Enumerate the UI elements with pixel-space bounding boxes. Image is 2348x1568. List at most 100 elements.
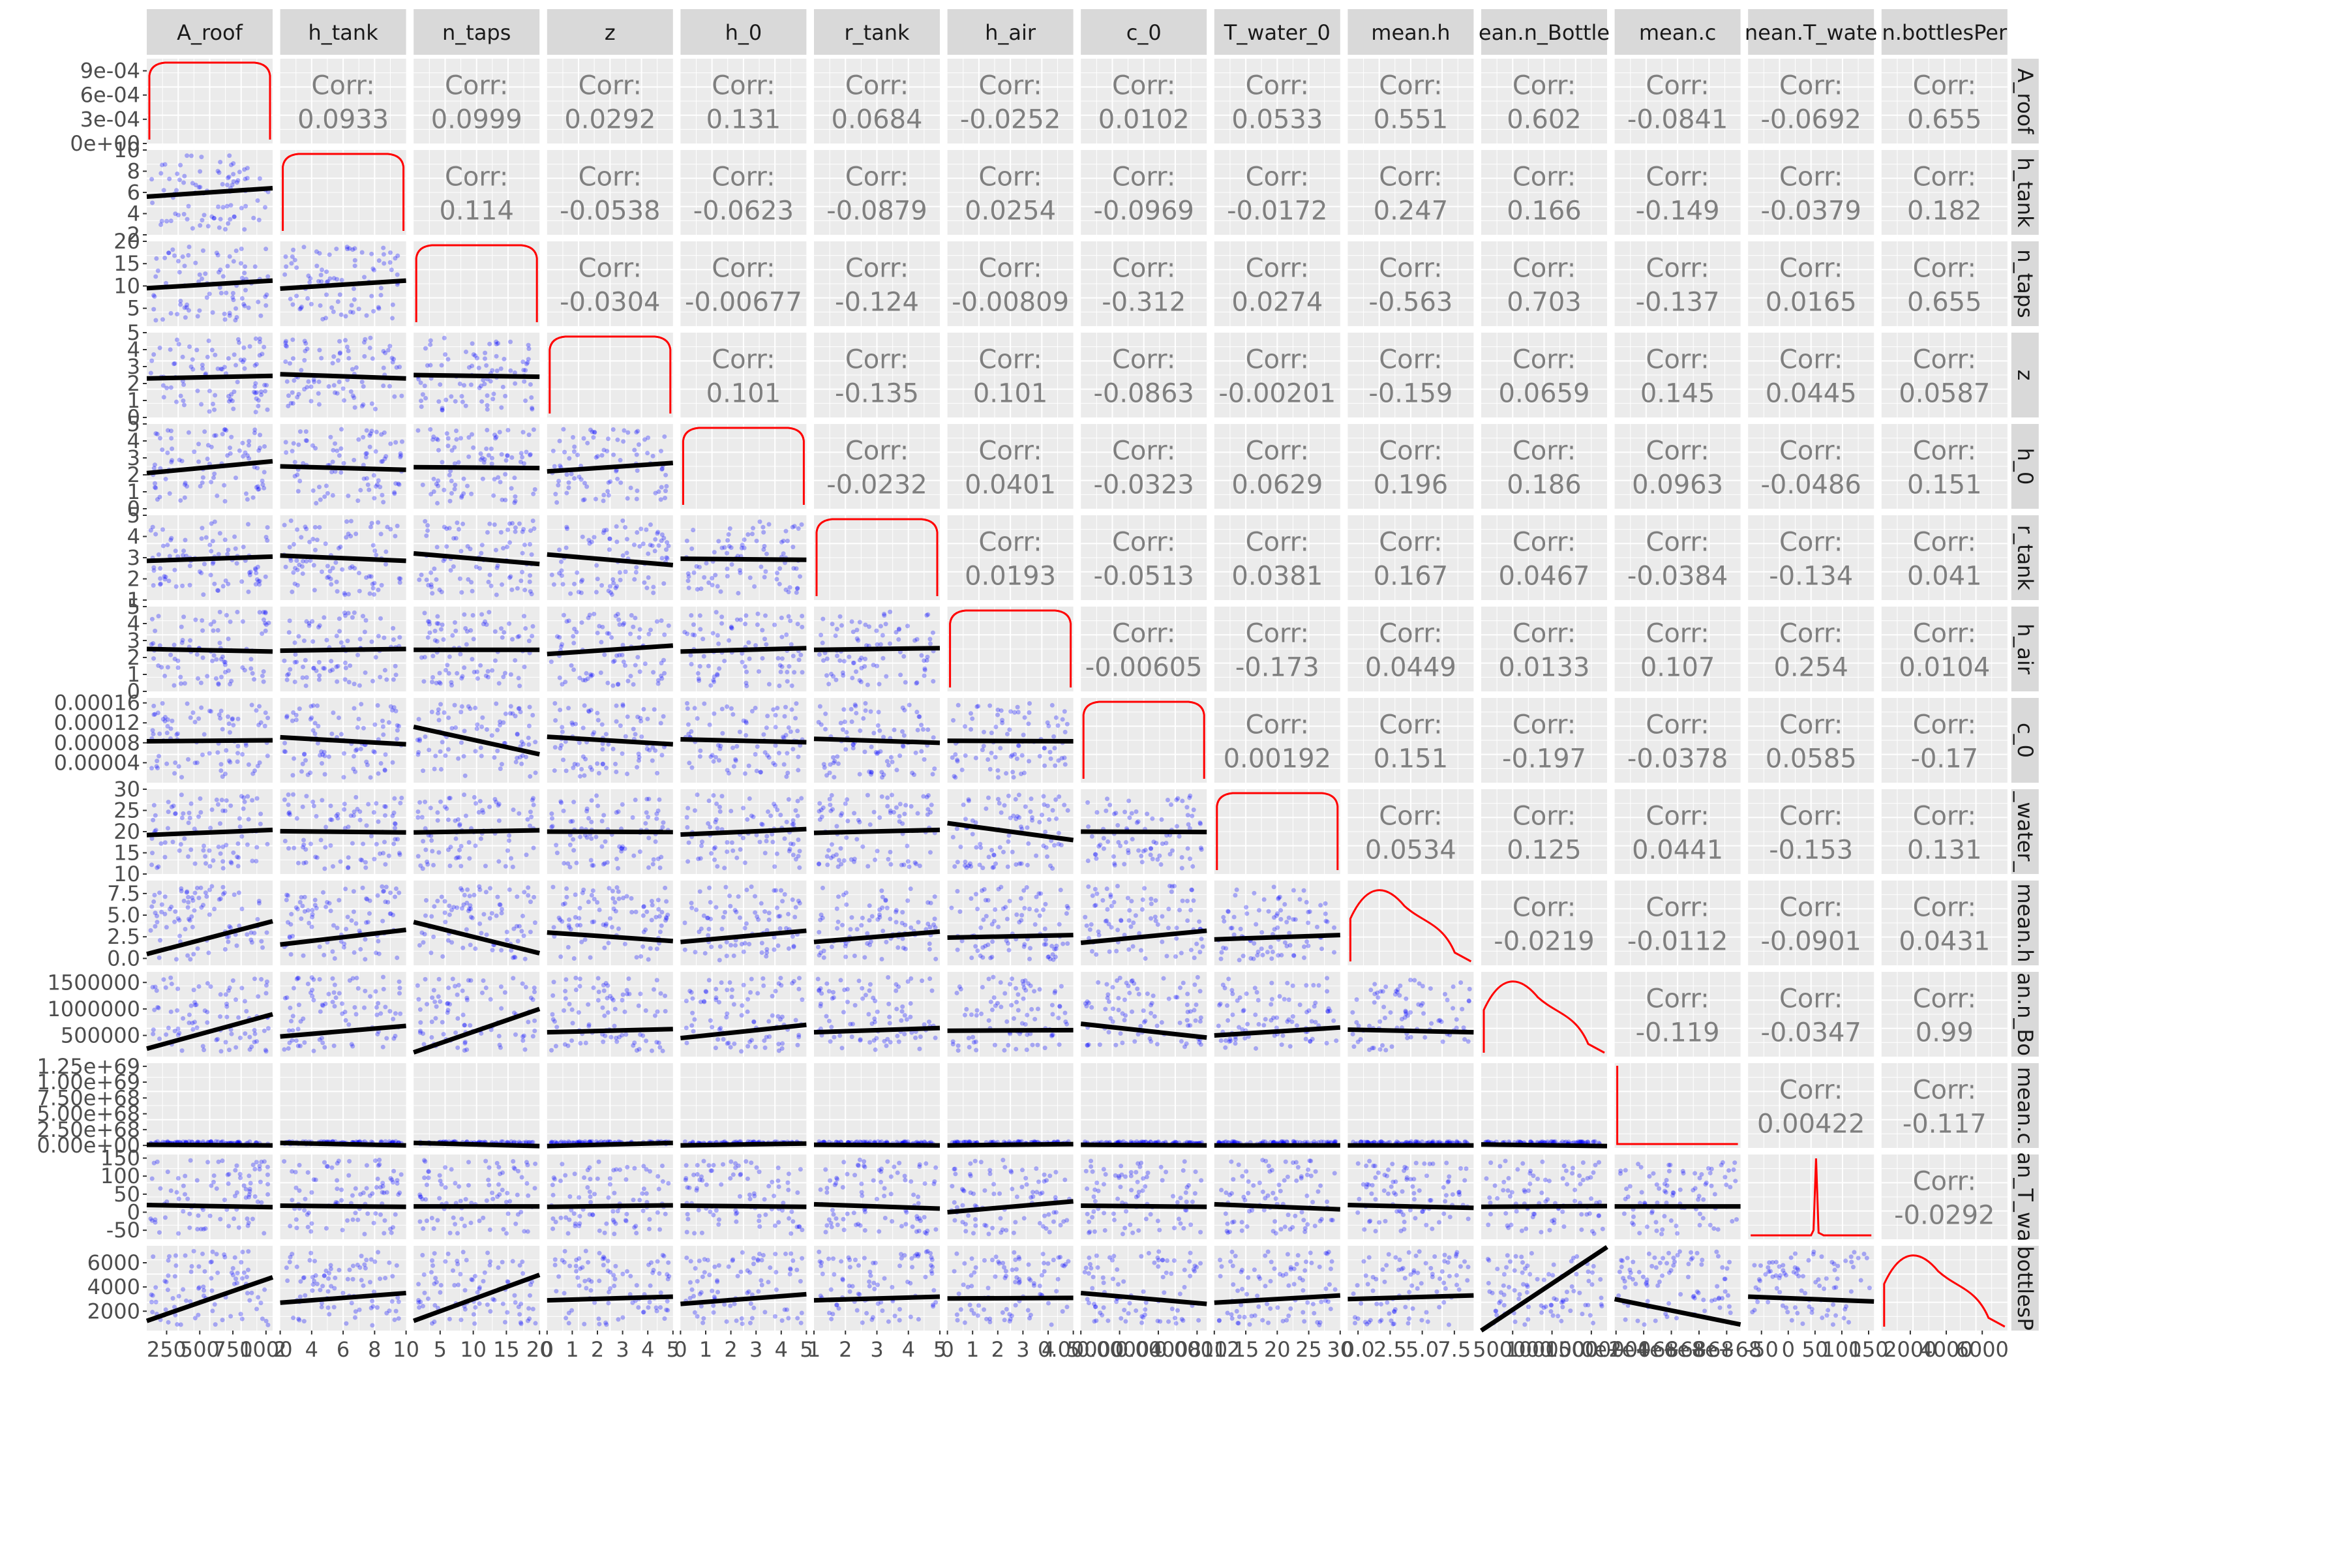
corr-label: Corr: — [1112, 619, 1175, 649]
data-point — [157, 732, 162, 736]
data-point — [444, 668, 448, 672]
data-point — [528, 704, 532, 709]
corr-label: Corr: — [1246, 710, 1309, 740]
data-point — [350, 841, 355, 846]
corr-label: Corr: — [1779, 71, 1843, 101]
data-point — [186, 757, 190, 762]
data-point — [466, 577, 470, 582]
data-point — [503, 394, 507, 399]
data-point — [519, 451, 524, 455]
data-point — [686, 722, 691, 727]
data-point — [202, 562, 207, 566]
corr-value: 0.0381 — [1231, 562, 1323, 592]
panel-r8-c8 — [1081, 698, 1207, 783]
corr-value: 0.167 — [1374, 562, 1449, 592]
data-point — [1020, 753, 1025, 758]
data-point — [291, 356, 295, 361]
data-point — [594, 590, 599, 594]
data-point — [378, 675, 382, 680]
data-point — [161, 543, 166, 548]
data-point — [1048, 750, 1053, 755]
data-point — [989, 848, 994, 852]
data-point — [457, 823, 462, 828]
data-point — [686, 579, 691, 583]
data-point — [553, 492, 558, 496]
data-point — [369, 834, 374, 838]
data-point — [457, 460, 461, 464]
data-point — [346, 494, 350, 498]
data-point — [595, 631, 600, 635]
data-point — [329, 470, 334, 474]
data-point — [379, 293, 384, 297]
data-point — [564, 525, 569, 530]
data-point — [299, 769, 304, 774]
panel-r1-c9: Corr:0.0533 — [1214, 59, 1340, 143]
data-point — [206, 224, 211, 228]
data-point — [303, 341, 308, 346]
data-point — [346, 855, 351, 860]
data-point — [344, 535, 348, 539]
data-point — [259, 393, 263, 397]
data-point — [393, 709, 398, 714]
data-point — [220, 367, 224, 372]
data-point — [522, 543, 527, 547]
data-point — [355, 498, 360, 503]
data-point — [384, 549, 388, 554]
data-point — [712, 674, 717, 679]
data-point — [160, 701, 165, 706]
data-point — [301, 837, 306, 842]
data-point — [427, 631, 432, 635]
data-point — [605, 631, 610, 636]
data-point — [898, 672, 903, 677]
data-point — [740, 543, 745, 547]
data-point — [1062, 709, 1067, 714]
data-point — [774, 744, 778, 748]
data-point — [369, 524, 373, 529]
data-point — [528, 824, 532, 828]
data-point — [524, 755, 528, 759]
data-point — [425, 523, 430, 528]
data-point — [698, 627, 702, 631]
data-point — [301, 805, 305, 809]
data-point — [623, 663, 627, 668]
data-point — [364, 575, 369, 580]
corr-value: -0.312 — [1102, 288, 1186, 318]
data-point — [903, 803, 908, 807]
data-point — [169, 311, 173, 316]
data-point — [237, 449, 242, 453]
panel-r6-c9: Corr:0.0381 — [1214, 515, 1340, 600]
data-point — [198, 223, 202, 228]
data-point — [339, 470, 343, 475]
data-point — [415, 815, 420, 820]
data-point — [339, 859, 343, 864]
data-point — [165, 543, 170, 547]
corr-value: 0.602 — [1507, 105, 1582, 135]
data-point — [974, 704, 979, 709]
data-point — [345, 344, 350, 349]
data-point — [845, 819, 850, 823]
data-point — [315, 703, 320, 708]
data-point — [561, 758, 565, 762]
data-point — [697, 565, 702, 569]
data-point — [575, 762, 580, 767]
data-point — [633, 732, 638, 736]
data-point — [247, 456, 251, 460]
data-point — [453, 629, 458, 633]
data-point — [423, 346, 428, 351]
data-point — [1001, 850, 1006, 854]
data-point — [590, 798, 594, 803]
data-point — [792, 670, 796, 674]
data-point — [719, 545, 724, 550]
data-point — [335, 580, 339, 584]
data-point — [342, 751, 346, 756]
data-point — [519, 762, 524, 766]
data-point — [622, 621, 626, 626]
data-point — [725, 704, 729, 709]
data-point — [685, 806, 690, 810]
data-point — [241, 346, 246, 350]
data-point — [656, 809, 661, 813]
data-point — [657, 543, 661, 548]
data-point — [382, 635, 386, 640]
data-point — [486, 669, 490, 674]
data-point — [571, 634, 575, 639]
